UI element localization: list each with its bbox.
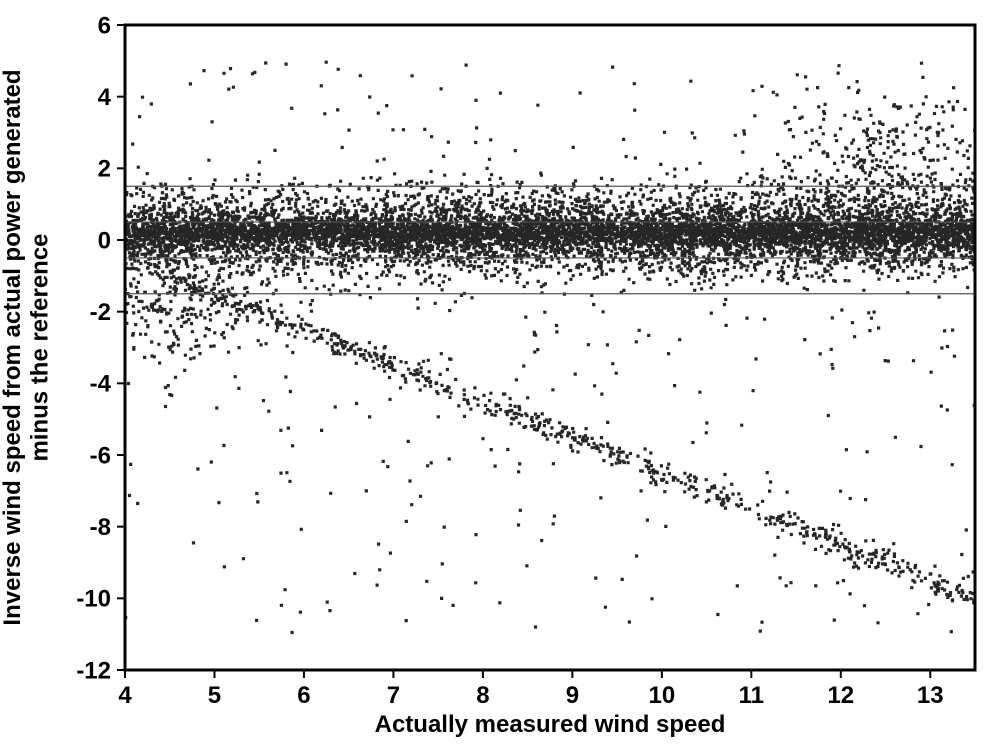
y-tick-label: -2: [90, 299, 111, 326]
x-tick-label: 13: [917, 682, 944, 709]
x-tick-label: 7: [387, 682, 400, 709]
chart-container: 4 5 6 7 8 9 10 11 12 13 Actually measured wind spe…: [0, 0, 1000, 750]
y-tick-label: 2: [98, 156, 111, 183]
x-tick-label: 12: [827, 682, 854, 709]
svg-text:minus the reference: minus the reference: [27, 233, 54, 461]
x-tick-label: 6: [297, 682, 310, 709]
y-tick-label: -10: [76, 586, 111, 613]
y-tick-label: -8: [90, 514, 111, 541]
svg-text:Inverse wind speed from actual: Inverse wind speed from actual power gen…: [0, 69, 26, 625]
x-tick-label: 8: [476, 682, 489, 709]
x-axis-label: Actually measured wind speed: [375, 711, 726, 738]
x-tick-label: 9: [566, 682, 579, 709]
y-tick-label: -12: [76, 657, 111, 684]
scatter-chart: 4 5 6 7 8 9 10 11 12 13 Actually measured wind spe…: [0, 0, 1000, 750]
y-tick-label: 6: [98, 12, 111, 39]
x-tick-label: 5: [208, 682, 221, 709]
x-tick-label: 4: [118, 682, 132, 709]
y-tick-label: 0: [98, 227, 111, 254]
x-tick-label: 11: [739, 682, 764, 709]
y-tick-label: 4: [98, 84, 112, 111]
x-tick-label: 10: [648, 682, 675, 709]
y-tick-label: -6: [90, 442, 111, 469]
y-tick-label: -4: [90, 371, 112, 398]
